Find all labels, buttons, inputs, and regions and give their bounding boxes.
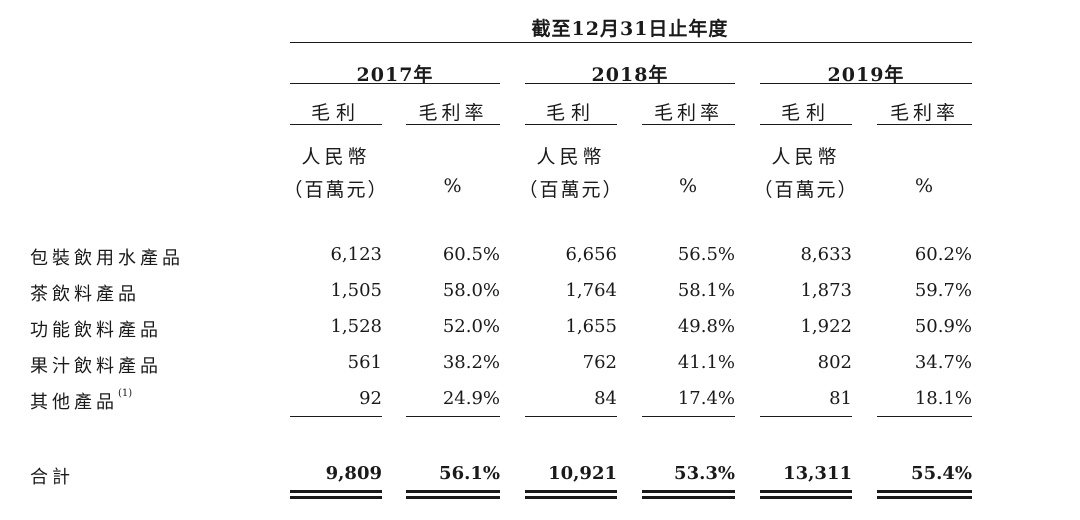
row-label-text: 茶飲料產品	[30, 284, 140, 305]
cell-gross-profit-2019: 1,922	[800, 316, 852, 337]
subtotal-rule	[406, 416, 500, 417]
col-gross-profit-2019: 毛利	[780, 102, 831, 124]
cell-gross-profit-2017: 1,505	[330, 280, 382, 301]
double-rule-line	[877, 496, 972, 499]
unit-pct-2018: %	[678, 175, 699, 197]
double-rule-line	[290, 496, 382, 499]
cell-margin-2017: 58.0%	[442, 280, 500, 301]
cell-gross-profit-2019: 802	[817, 352, 852, 373]
cell-gross-profit-2018: 1,655	[565, 316, 617, 337]
cell-margin-2018: 56.5%	[677, 244, 735, 265]
cell-margin-2019: 59.7%	[914, 280, 972, 301]
unit-millions-2018: （百萬元）	[518, 179, 624, 201]
cell-margin-2019: 50.9%	[914, 316, 972, 337]
double-rule-line	[525, 496, 617, 499]
year-2019-rule	[760, 83, 972, 84]
col-rule	[877, 124, 972, 125]
period-rule	[290, 42, 972, 43]
cell-margin-2018: 17.4%	[677, 388, 735, 409]
double-rule-line	[642, 490, 735, 493]
year-2018-heading: 2018年	[591, 64, 669, 86]
subtotal-rule	[642, 416, 735, 417]
unit-pct-2017: %	[443, 175, 463, 197]
col-rule	[406, 124, 500, 125]
col-rule	[760, 124, 852, 125]
cell-margin-2018: 49.8%	[677, 316, 735, 337]
double-rule-line	[760, 496, 852, 499]
subtotal-rule	[760, 416, 852, 417]
double-rule-line	[525, 490, 617, 493]
row-label: 果汁飲料產品	[30, 352, 162, 378]
cell-gross-profit-2018: 762	[582, 352, 617, 373]
cell-margin-2017: 52.0%	[442, 316, 500, 337]
total-margin-2018: 53.3%	[674, 463, 735, 484]
double-rule-line	[406, 490, 500, 493]
col-margin-2019: 毛利率	[889, 102, 959, 124]
cell-margin-2017: 60.5%	[442, 244, 500, 265]
col-rule	[290, 124, 382, 125]
year-2018-rule	[525, 83, 735, 84]
unit-currency-2017: 人民幣	[301, 146, 371, 168]
cell-margin-2017: 38.2%	[442, 352, 500, 373]
cell-gross-profit-2017: 561	[347, 352, 382, 373]
col-rule	[642, 124, 735, 125]
total-margin-2017: 56.1%	[439, 463, 500, 484]
cell-gross-profit-2018: 1,764	[565, 280, 617, 301]
total-gross-profit-2018: 10,921	[548, 463, 617, 484]
row-label-text: 功能飲料產品	[30, 320, 162, 341]
cell-gross-profit-2019: 8,633	[800, 244, 852, 265]
year-2019-heading: 2019年	[827, 64, 905, 86]
unit-currency-2019: 人民幣	[771, 146, 841, 168]
year-2017-rule	[290, 83, 500, 84]
total-label: 合計	[30, 467, 74, 488]
cell-margin-2018: 41.1%	[677, 352, 735, 373]
row-label: 茶飲料產品	[30, 280, 140, 306]
unit-currency-2018: 人民幣	[536, 146, 606, 168]
row-label-text: 果汁飲料產品	[30, 356, 162, 377]
row-label: 包裝飲用水產品	[30, 244, 184, 270]
double-rule-line	[406, 496, 500, 499]
col-margin-2017: 毛利率	[418, 102, 488, 124]
row-label-text: 其他產品	[30, 392, 118, 413]
col-margin-2018: 毛利率	[653, 102, 723, 124]
cell-margin-2017: 24.9%	[442, 388, 500, 409]
col-gross-profit-2018: 毛利	[545, 102, 596, 124]
cell-gross-profit-2018: 84	[594, 388, 617, 409]
unit-millions-2019: （百萬元）	[753, 179, 859, 201]
cell-margin-2019: 60.2%	[914, 244, 972, 265]
cell-gross-profit-2019: 1,873	[800, 280, 852, 301]
total-gross-profit-2017: 9,809	[325, 463, 382, 484]
row-label: 功能飲料產品	[30, 316, 162, 342]
cell-margin-2018: 58.1%	[677, 280, 735, 301]
unit-millions-2017: （百萬元）	[283, 179, 389, 201]
cell-gross-profit-2018: 6,656	[565, 244, 617, 265]
subtotal-rule	[290, 416, 382, 417]
col-rule	[525, 124, 617, 125]
subtotal-rule	[877, 416, 972, 417]
cell-gross-profit-2017: 6,123	[330, 244, 382, 265]
double-rule-line	[290, 490, 382, 493]
year-2017-heading: 2017年	[356, 64, 434, 86]
unit-pct-2019: %	[914, 175, 935, 197]
row-label: 其他產品(1)	[30, 388, 132, 414]
cell-gross-profit-2017: 92	[359, 388, 382, 409]
double-rule-line	[877, 490, 972, 493]
cell-margin-2019: 18.1%	[914, 388, 972, 409]
cell-gross-profit-2019: 81	[829, 388, 852, 409]
period-heading: 截至12月31日止年度	[531, 18, 729, 40]
col-gross-profit-2017: 毛利	[310, 102, 361, 124]
double-rule-line	[642, 496, 735, 499]
cell-gross-profit-2017: 1,528	[330, 316, 382, 337]
row-label-text: 包裝飲用水產品	[30, 248, 184, 269]
cell-margin-2019: 34.7%	[914, 352, 972, 373]
footnote-marker: (1)	[118, 388, 133, 399]
total-margin-2019: 55.4%	[911, 463, 972, 484]
subtotal-rule	[525, 416, 617, 417]
double-rule-line	[760, 490, 852, 493]
total-gross-profit-2019: 13,311	[783, 463, 852, 484]
